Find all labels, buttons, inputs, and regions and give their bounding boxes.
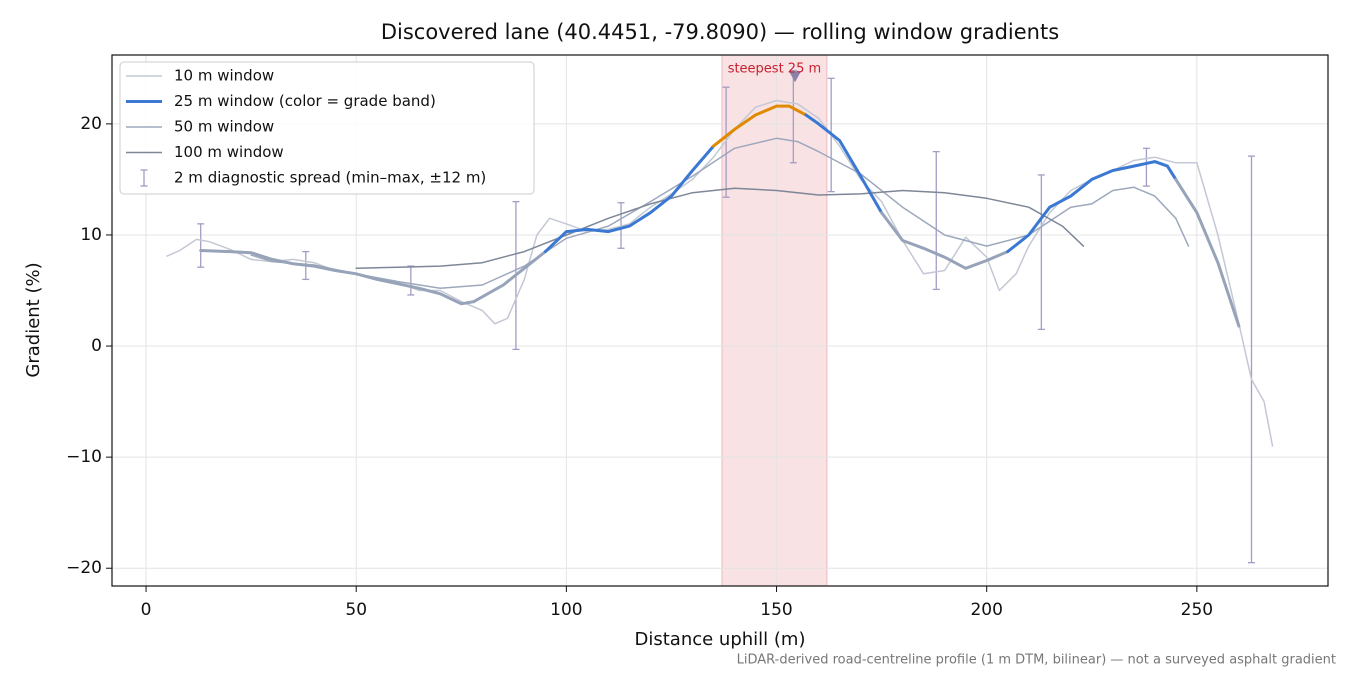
footnote: LiDAR-derived road-centreline profile (1… (737, 653, 1336, 668)
legend-box (119, 61, 535, 195)
legend-label: 100 m window (174, 143, 284, 161)
error-bar (722, 86, 730, 198)
x-tick-label: 100 (550, 600, 582, 620)
legend-label: 25 m window (color = grade band) (174, 92, 436, 110)
series-line (250, 137, 1190, 290)
plot-frame (111, 54, 1329, 587)
series-line (543, 144, 715, 254)
y-tick-label: −10 (66, 447, 102, 467)
error-bar (789, 69, 797, 164)
series-line (880, 211, 1010, 270)
x-tick-label: 0 (141, 600, 152, 620)
series-line (712, 104, 808, 148)
series-line (1006, 160, 1178, 254)
x-axis-label: Distance uphill (m) (635, 629, 806, 650)
legend-swatch (140, 169, 148, 187)
error-bar (1037, 174, 1045, 331)
x-tick-label: 50 (345, 600, 367, 620)
y-tick-label: −20 (66, 558, 102, 578)
legend-label: 50 m window (174, 118, 274, 136)
error-bar (407, 265, 415, 296)
error-bar (197, 223, 205, 268)
series-line (804, 113, 884, 215)
legend-label: 10 m window (174, 67, 274, 85)
series-line (199, 249, 547, 306)
steepest-label: steepest 25 m (728, 62, 821, 77)
steepest-marker (789, 71, 802, 83)
x-tick-label: 200 (970, 600, 1002, 620)
series-line (355, 187, 1085, 270)
y-tick-label: 20 (80, 114, 102, 134)
x-tick-label: 250 (1181, 600, 1213, 620)
error-bar (1248, 155, 1256, 564)
error-bar (1142, 147, 1150, 187)
y-tick-label: 10 (80, 225, 102, 245)
legend-label: 2 m diagnostic spread (min–max, ±12 m) (174, 169, 486, 187)
x-tick-label: 150 (760, 600, 792, 620)
series-line (1174, 177, 1241, 328)
y-tick-label: 0 (91, 336, 102, 356)
chart-title: Discovered lane (40.4451, -79.8090) — ro… (381, 20, 1059, 44)
error-bar (932, 150, 940, 291)
steepest-band (721, 54, 828, 587)
y-axis-label: Gradient (%) (23, 262, 44, 377)
